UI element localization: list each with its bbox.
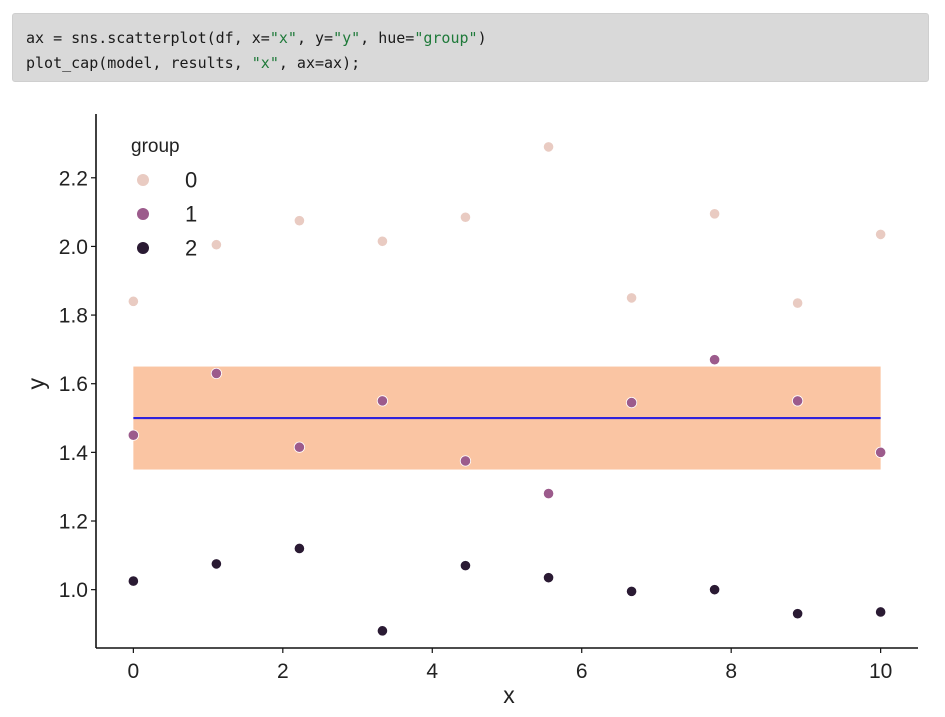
data-point-group-0 <box>376 235 389 247</box>
data-point-group-2 <box>708 584 721 596</box>
code-token-string: "x" <box>251 54 279 72</box>
code-token-string: "y" <box>333 29 361 47</box>
data-point-group-1 <box>875 446 887 458</box>
axes-layer: 0 2 4 6 8 101.01.21.41.61.82.02.2xy <box>23 114 918 708</box>
data-point-group-2 <box>875 606 887 618</box>
data-point-group-0 <box>459 211 472 223</box>
y-tick-label: 1.0 <box>59 579 88 602</box>
data-point-group-2 <box>293 542 306 555</box>
data-point-group-0 <box>293 215 306 227</box>
legend-marker-2 <box>137 242 149 254</box>
data-point-group-2 <box>459 560 472 572</box>
data-point-group-0 <box>625 292 638 304</box>
data-point-group-1 <box>127 429 139 441</box>
code-token: , ax=ax); <box>278 54 361 72</box>
y-tick-label: 2.0 <box>59 236 88 259</box>
code-token: , y= <box>296 29 334 47</box>
y-axis-label: y <box>23 377 49 389</box>
data-point-group-2 <box>542 572 555 584</box>
code-token-string: "group" <box>414 29 478 47</box>
x-tick-label: 10 <box>869 660 892 683</box>
cap-layer <box>133 366 881 470</box>
points-layer <box>127 141 887 637</box>
code-token: plot_cap(model, results, <box>26 54 252 72</box>
y-tick-label: 1.2 <box>59 511 88 534</box>
x-tick-label: 8 <box>725 660 737 683</box>
x-tick-label: 6 <box>576 660 588 683</box>
data-point-group-1 <box>792 395 804 407</box>
y-tick-label: 2.2 <box>59 167 88 190</box>
legend-label-1: 1 <box>185 202 197 227</box>
data-point-group-2 <box>127 575 139 587</box>
data-point-group-1 <box>293 441 306 453</box>
data-point-group-0 <box>127 295 139 307</box>
y-tick-label: 1.8 <box>59 305 88 328</box>
y-tick-label: 1.4 <box>59 442 89 465</box>
data-point-group-2 <box>792 608 804 620</box>
x-axis-label: x <box>503 682 515 708</box>
data-point-group-0 <box>875 228 887 241</box>
plot-output: 0 2 4 6 8 10 1.0 1.2 1.4 1.6 1.8 2.0 2.2 x y group 0 1 2 <box>0 100 945 712</box>
data-point-group-0 <box>708 208 721 220</box>
data-point-group-0 <box>542 141 555 153</box>
data-point-group-1 <box>376 395 389 407</box>
y-tick-label: 1.6 <box>59 373 88 396</box>
legend-label-2: 2 <box>185 236 197 261</box>
legend-marker-1 <box>137 208 149 220</box>
data-point-group-1 <box>625 396 638 409</box>
code-token-string: "x" <box>269 29 297 47</box>
data-point-group-2 <box>210 558 222 570</box>
data-point-group-2 <box>625 585 638 597</box>
code-cell[interactable]: ax = sns.scatterplot(df, x="x", y="y", h… <box>12 13 929 82</box>
legend-label-0: 0 <box>185 168 197 193</box>
code-line-2: plot_cap(model, results, "x", ax=ax); <box>26 51 487 76</box>
data-point-group-0 <box>792 297 804 309</box>
code-token: , hue= <box>360 29 415 47</box>
x-tick-label: 4 <box>426 660 438 683</box>
data-point-group-1 <box>459 455 472 467</box>
x-tick-label: 2 <box>277 660 289 683</box>
data-point-group-1 <box>210 367 222 380</box>
data-point-group-1 <box>542 487 555 500</box>
data-point-group-2 <box>376 625 389 637</box>
code-token: ax = sns.scatterplot(df, x= <box>26 29 270 47</box>
legend-title: group <box>131 136 180 157</box>
data-point-group-1 <box>708 354 721 366</box>
legend-marker-0 <box>137 174 149 186</box>
data-point-group-0 <box>210 239 222 251</box>
x-tick-label: 0 <box>128 660 140 683</box>
code-line-1: ax = sns.scatterplot(df, x="x", y="y", h… <box>26 26 487 51</box>
code-block: ax = sns.scatterplot(df, x="x", y="y", h… <box>26 26 487 76</box>
code-token: ) <box>477 29 487 47</box>
